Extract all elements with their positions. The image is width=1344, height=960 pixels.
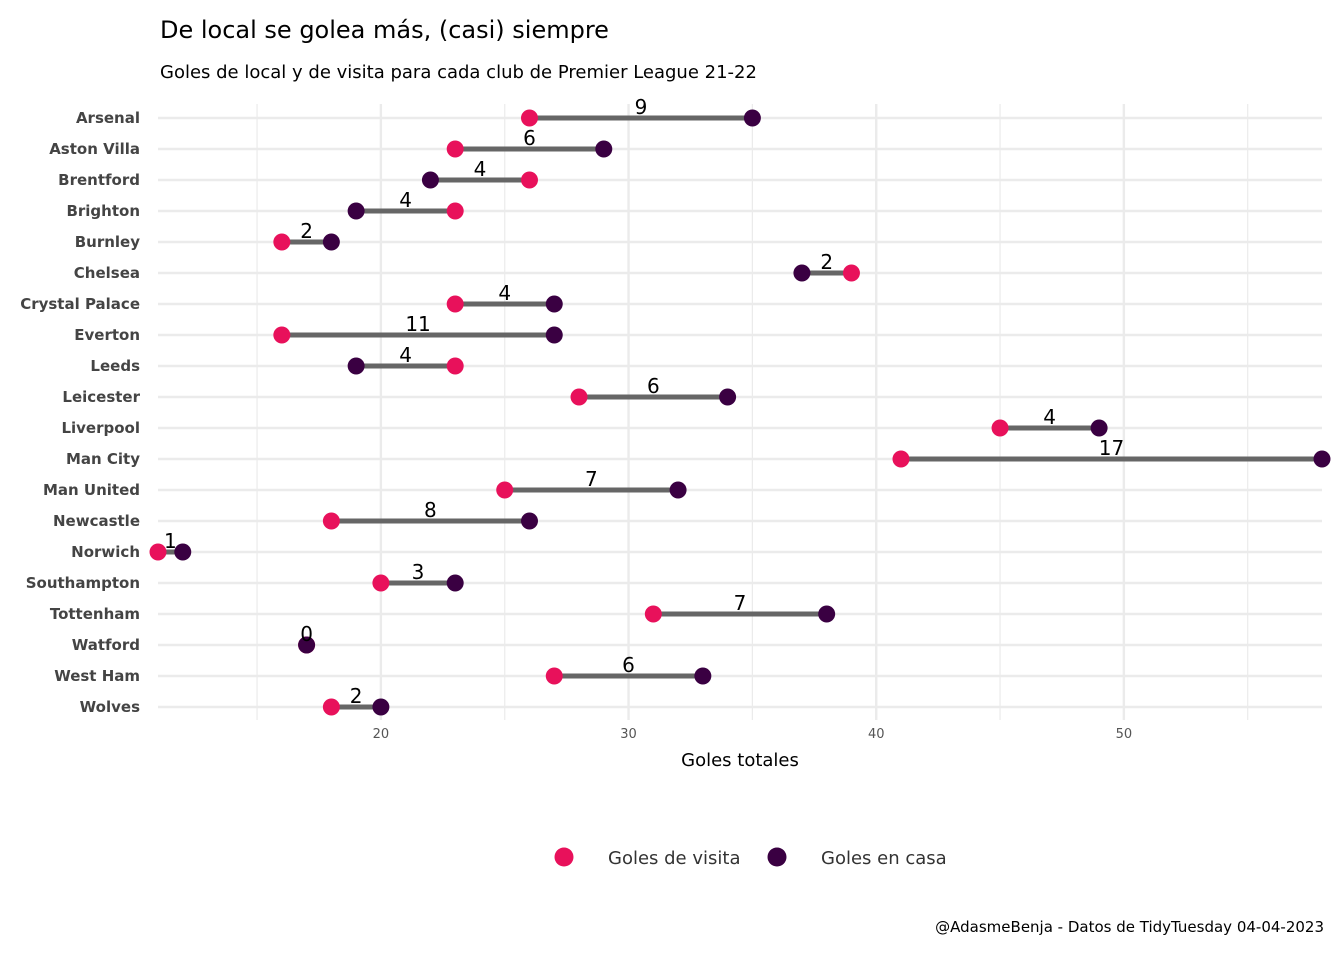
- x-tick-label: 30: [620, 727, 637, 742]
- home-goals-point: [446, 574, 464, 592]
- away-goals-point: [545, 667, 563, 685]
- home-goals-point: [372, 698, 390, 716]
- home-goals-point: [1313, 450, 1331, 468]
- away-goals-point: [322, 512, 340, 530]
- difference-label: 0: [300, 622, 313, 646]
- category-label: Southampton: [26, 574, 140, 592]
- home-goals-point: [347, 202, 365, 220]
- difference-label: 17: [1099, 436, 1124, 460]
- category-label: Brighton: [66, 202, 140, 220]
- difference-label: 4: [474, 157, 487, 181]
- x-tick-label: 40: [868, 727, 885, 742]
- category-label: Aston Villa: [49, 140, 140, 158]
- difference-label: 4: [399, 343, 412, 367]
- home-goals-point: [545, 326, 563, 344]
- home-goals-point: [298, 636, 316, 654]
- difference-label: 3: [412, 560, 425, 584]
- category-label: Everton: [74, 326, 140, 344]
- difference-label: 1: [164, 529, 177, 553]
- away-goals-point: [322, 698, 340, 716]
- away-goals-point: [446, 202, 464, 220]
- away-goals-point: [892, 450, 910, 468]
- category-label: Tottenham: [50, 605, 140, 623]
- category-label: Brentford: [58, 171, 140, 189]
- home-goals-point: [743, 109, 761, 127]
- away-goals-point: [446, 357, 464, 375]
- away-goals-point: [991, 419, 1009, 437]
- away-goals-point: [496, 481, 514, 499]
- home-goals-point: [669, 481, 687, 499]
- difference-label: 2: [300, 219, 313, 243]
- category-label: Norwich: [71, 543, 140, 561]
- home-goals-point: [322, 233, 340, 251]
- home-goals-point: [174, 543, 192, 561]
- category-label: Man City: [66, 450, 140, 468]
- away-goals-point: [273, 233, 291, 251]
- category-label: Crystal Palace: [20, 295, 140, 313]
- difference-label: 4: [399, 188, 412, 212]
- difference-label: 2: [820, 250, 833, 274]
- difference-label: 6: [622, 653, 635, 677]
- home-goals-point: [347, 357, 365, 375]
- category-label: Wolves: [80, 698, 140, 716]
- away-goals-point: [520, 109, 538, 127]
- home-goals-point: [595, 140, 613, 158]
- legend-home-label: Goles en casa: [821, 848, 947, 869]
- legend-away-label: Goles de visita: [608, 848, 740, 869]
- chart-caption: @AdasmeBenja - Datos de TidyTuesday 04-0…: [935, 918, 1324, 936]
- category-label: Burnley: [75, 233, 141, 251]
- difference-label: 4: [498, 281, 511, 305]
- home-goals-point: [545, 295, 563, 313]
- difference-label: 6: [523, 126, 536, 150]
- away-goals-point: [446, 295, 464, 313]
- difference-label: 6: [647, 374, 660, 398]
- home-goals-point: [421, 171, 439, 189]
- category-label: Leeds: [90, 357, 140, 375]
- home-goals-point: [694, 667, 712, 685]
- home-goals-point: [1090, 419, 1108, 437]
- x-tick-label: 20: [373, 727, 390, 742]
- home-goals-point: [520, 512, 538, 530]
- category-label: West Ham: [54, 667, 140, 685]
- difference-label: 4: [1043, 405, 1056, 429]
- category-label: Leicester: [62, 388, 140, 406]
- difference-label: 9: [635, 95, 648, 119]
- category-label: Man United: [43, 481, 140, 499]
- chart-subtitle: Goles de local y de visita para cada clu…: [160, 62, 757, 83]
- away-goals-point: [372, 574, 390, 592]
- away-goals-point: [520, 171, 538, 189]
- difference-label: 2: [350, 684, 363, 708]
- category-label: Arsenal: [76, 109, 140, 127]
- difference-label: 8: [424, 498, 437, 522]
- x-axis-label: Goles totales: [681, 750, 799, 771]
- away-goals-point: [842, 264, 860, 282]
- away-goals-point: [446, 140, 464, 158]
- category-label: Chelsea: [74, 264, 140, 282]
- legend-home-swatch: [767, 847, 787, 867]
- difference-label: 7: [734, 591, 747, 615]
- home-goals-point: [719, 388, 737, 406]
- difference-label: 11: [405, 312, 430, 336]
- x-tick-label: 50: [1116, 727, 1133, 742]
- away-goals-point: [149, 543, 167, 561]
- home-goals-point: [793, 264, 811, 282]
- away-goals-point: [273, 326, 291, 344]
- category-label: Liverpool: [61, 419, 140, 437]
- away-goals-point: [570, 388, 588, 406]
- category-label: Newcastle: [53, 512, 140, 530]
- away-goals-point: [644, 605, 662, 623]
- home-goals-point: [818, 605, 836, 623]
- chart-title: De local se golea más, (casi) siempre: [160, 16, 609, 44]
- difference-label: 7: [585, 467, 598, 491]
- legend-away-swatch: [554, 847, 574, 867]
- category-label: Watford: [72, 636, 140, 654]
